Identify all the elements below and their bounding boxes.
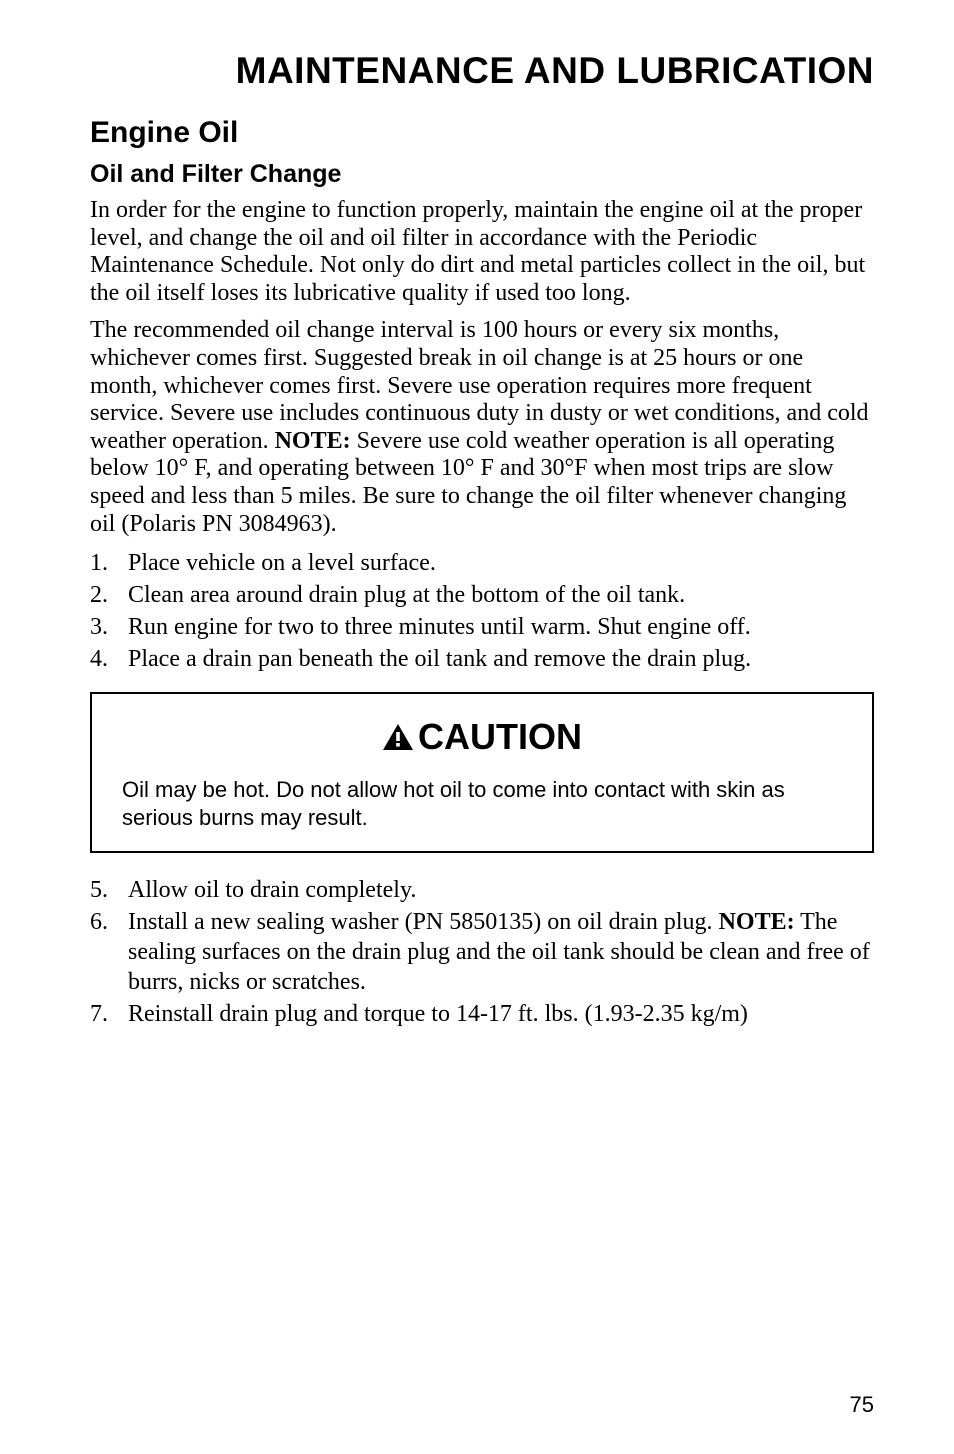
- page-title: MAINTENANCE AND LUBRICATION: [90, 50, 874, 92]
- list-text: Install a new sealing washer (PN 5850135…: [128, 907, 874, 997]
- warning-icon: [382, 723, 414, 751]
- list-text-a: Install a new sealing washer (PN 5850135…: [128, 909, 719, 935]
- page-number: 75: [850, 1392, 874, 1418]
- subsection-title: Oil and Filter Change: [90, 160, 874, 189]
- note-label: NOTE:: [719, 909, 795, 935]
- intro-paragraph-2: The recommended oil change interval is 1…: [90, 317, 874, 538]
- caution-heading: CAUTION: [122, 716, 842, 758]
- list-text-a: Allow oil to drain completely.: [128, 877, 416, 903]
- caution-text: Oil may be hot. Do not allow hot oil to …: [122, 776, 842, 831]
- note-label: NOTE:: [275, 428, 351, 454]
- list-text: Run engine for two to three minutes unti…: [128, 612, 751, 642]
- list-item: 4. Place a drain pan beneath the oil tan…: [90, 644, 874, 674]
- list-text: Place vehicle on a level surface.: [128, 548, 436, 578]
- list-number: 1.: [90, 548, 128, 578]
- list-text: Clean area around drain plug at the bott…: [128, 580, 685, 610]
- list-number: 7.: [90, 999, 128, 1029]
- list-text-a: Reinstall drain plug and torque to 14-17…: [128, 1001, 748, 1027]
- list-number: 2.: [90, 580, 128, 610]
- list-text: Reinstall drain plug and torque to 14-17…: [128, 999, 748, 1029]
- list-item: 6. Install a new sealing washer (PN 5850…: [90, 907, 874, 997]
- caution-label: CAUTION: [418, 716, 582, 758]
- list-item: 5. Allow oil to drain completely.: [90, 875, 874, 905]
- section-title: Engine Oil: [90, 116, 874, 150]
- list-number: 4.: [90, 644, 128, 674]
- list-number: 6.: [90, 907, 128, 997]
- list-text: Allow oil to drain completely.: [128, 875, 416, 905]
- steps-list-2: 5. Allow oil to drain completely. 6. Ins…: [90, 875, 874, 1029]
- list-item: 3. Run engine for two to three minutes u…: [90, 612, 874, 642]
- list-number: 5.: [90, 875, 128, 905]
- caution-box: CAUTION Oil may be hot. Do not allow hot…: [90, 692, 874, 853]
- intro-paragraph-1: In order for the engine to function prop…: [90, 197, 874, 307]
- list-item: 7. Reinstall drain plug and torque to 14…: [90, 999, 874, 1029]
- list-item: 2. Clean area around drain plug at the b…: [90, 580, 874, 610]
- steps-list-1: 1. Place vehicle on a level surface. 2. …: [90, 548, 874, 674]
- list-number: 3.: [90, 612, 128, 642]
- list-text: Place a drain pan beneath the oil tank a…: [128, 644, 751, 674]
- list-item: 1. Place vehicle on a level surface.: [90, 548, 874, 578]
